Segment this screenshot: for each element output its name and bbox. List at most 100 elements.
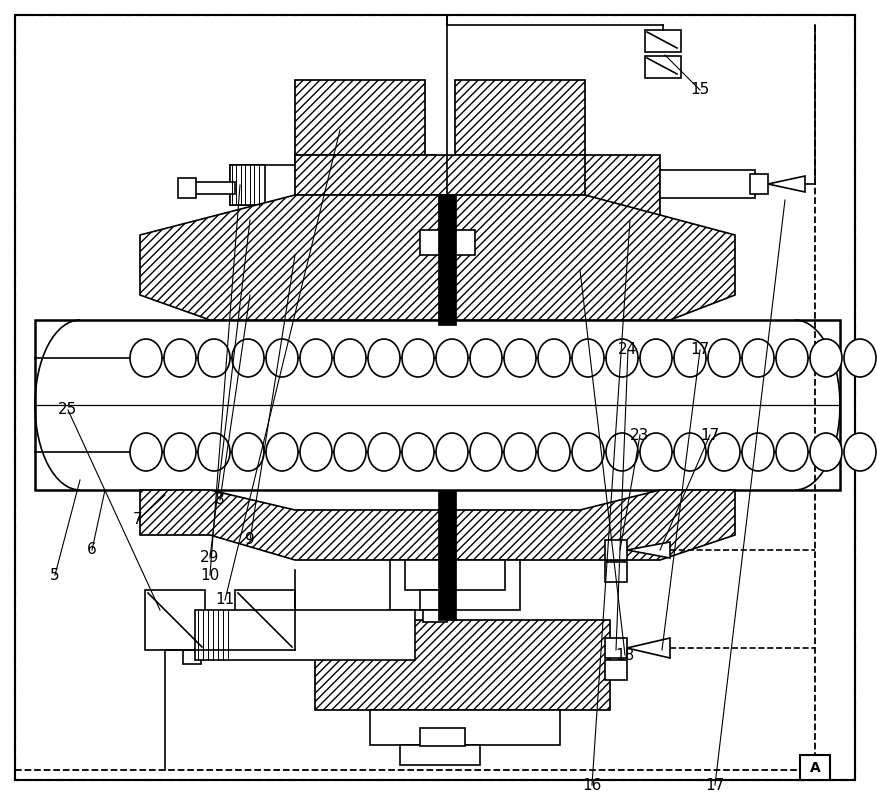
Ellipse shape [469,339,502,377]
Ellipse shape [809,433,841,471]
Text: 11: 11 [215,593,234,607]
Ellipse shape [707,339,739,377]
Bar [645,56,681,78]
Bar [799,755,829,780]
Text: 6: 6 [87,542,96,558]
Ellipse shape [130,339,162,377]
Ellipse shape [164,339,196,377]
Ellipse shape [775,339,807,377]
Bar [35,320,839,490]
Bar [419,230,474,255]
Bar [604,540,626,560]
Ellipse shape [333,339,366,377]
Ellipse shape [232,433,264,471]
Bar [438,490,455,620]
Bar [235,590,295,650]
Text: A: A [809,761,819,775]
Text: 15: 15 [689,82,709,98]
Bar [419,590,450,610]
Bar [423,610,446,622]
Polygon shape [626,638,669,658]
Ellipse shape [333,433,366,471]
Ellipse shape [571,339,603,377]
Bar [400,745,480,765]
Bar [389,560,519,610]
Bar [604,562,626,582]
Polygon shape [315,620,610,710]
Ellipse shape [469,433,502,471]
Ellipse shape [198,339,230,377]
Ellipse shape [232,339,264,377]
Ellipse shape [741,433,774,471]
Ellipse shape [639,433,671,471]
Bar [189,182,235,194]
Ellipse shape [571,433,603,471]
Ellipse shape [402,433,433,471]
Text: 17: 17 [700,427,719,442]
Ellipse shape [367,433,400,471]
Bar [604,660,626,680]
Ellipse shape [843,433,875,471]
Ellipse shape [503,339,535,377]
Polygon shape [295,155,434,230]
Ellipse shape [538,339,569,377]
Polygon shape [295,80,424,155]
Ellipse shape [367,339,400,377]
Bar [230,165,265,205]
Bar [404,560,504,590]
Polygon shape [767,176,804,192]
Ellipse shape [436,339,467,377]
Ellipse shape [674,339,705,377]
Bar [749,174,767,194]
Ellipse shape [775,433,807,471]
Polygon shape [530,155,660,230]
Text: 8: 8 [215,493,225,507]
Text: 17: 17 [689,342,709,358]
Ellipse shape [164,433,196,471]
Polygon shape [454,80,584,155]
Text: 29: 29 [200,550,219,566]
Bar [182,606,201,664]
Text: 24: 24 [617,342,637,358]
Bar [604,638,626,658]
Bar [660,170,754,198]
Bar [369,710,560,745]
Ellipse shape [130,433,162,471]
Ellipse shape [198,433,230,471]
Bar [438,195,455,325]
Text: 5: 5 [50,567,60,582]
Polygon shape [295,155,584,195]
Bar [645,30,681,52]
Ellipse shape [809,339,841,377]
Ellipse shape [300,339,332,377]
Polygon shape [139,195,734,320]
Ellipse shape [674,433,705,471]
Text: 16: 16 [581,778,601,793]
Text: 9: 9 [245,533,254,547]
Text: 25: 25 [58,402,77,418]
Text: 17: 17 [704,778,724,793]
Bar [145,590,204,650]
Ellipse shape [300,433,332,471]
Ellipse shape [605,433,638,471]
Bar [419,728,465,746]
Polygon shape [626,542,669,558]
Ellipse shape [605,339,638,377]
Ellipse shape [503,433,535,471]
Ellipse shape [402,339,433,377]
Ellipse shape [741,339,774,377]
Ellipse shape [266,339,297,377]
Text: 10: 10 [200,567,219,582]
Bar [230,165,300,205]
Text: 23: 23 [630,427,649,442]
Bar [178,178,196,198]
Ellipse shape [639,339,671,377]
Bar [195,610,415,660]
Ellipse shape [843,339,875,377]
Ellipse shape [707,433,739,471]
Text: 7: 7 [133,513,143,527]
Ellipse shape [436,433,467,471]
Ellipse shape [266,433,297,471]
Text: 18: 18 [615,647,634,662]
Polygon shape [139,490,734,560]
